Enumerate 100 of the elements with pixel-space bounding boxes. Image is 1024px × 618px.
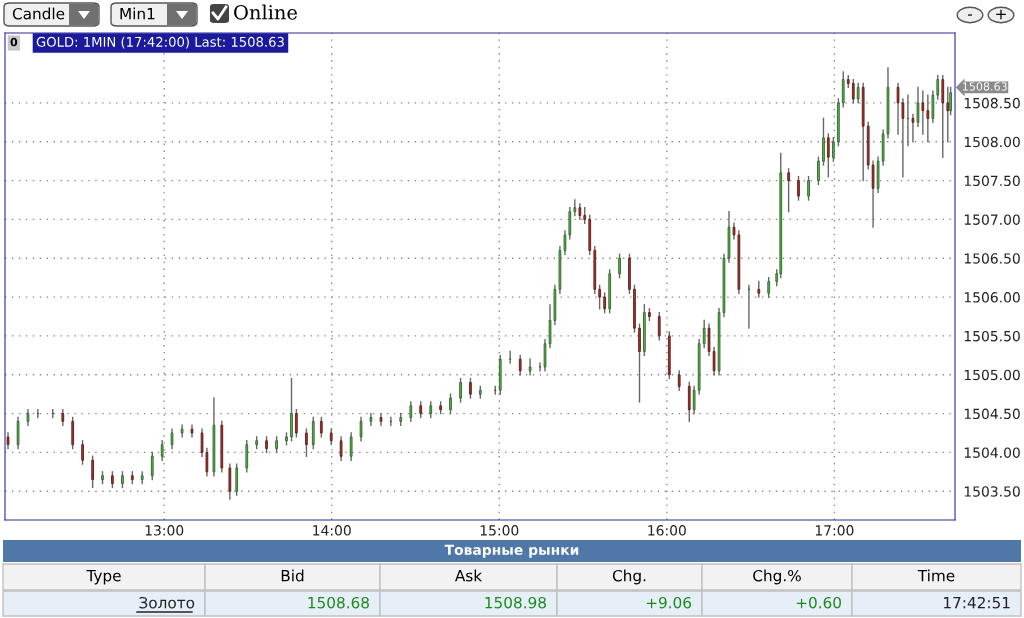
candlestick — [319, 416, 323, 438]
candlestick — [359, 416, 363, 442]
candlestick — [111, 471, 114, 489]
y-tick-label: 1508.00 — [964, 136, 1020, 148]
candlestick — [235, 463, 239, 496]
candlestick — [946, 86, 950, 143]
candlestick — [71, 416, 75, 450]
y-tick-label: 1505.00 — [964, 369, 1020, 381]
candlestick — [121, 471, 124, 489]
x-tick-label: 17:00 — [815, 525, 854, 536]
chart-title: GOLD: 1MIN (17:42:00) Last: 1508.63 — [36, 36, 284, 49]
candlestick — [255, 436, 258, 450]
candlestick — [826, 133, 830, 178]
text: Candle — [12, 7, 65, 20]
candlestick — [926, 94, 930, 143]
text: Золото — [139, 596, 195, 609]
candlestick — [787, 168, 790, 213]
text: Time — [917, 569, 955, 582]
candlestick — [807, 175, 810, 201]
candlestick — [841, 71, 845, 108]
candlestick — [369, 412, 373, 426]
candlestick — [295, 409, 298, 438]
candlestick — [459, 377, 462, 403]
candlestick — [851, 78, 855, 104]
candlestick — [941, 75, 945, 158]
x-tick-label: 16:00 — [648, 525, 686, 536]
candlestick — [667, 331, 671, 380]
candlestick — [518, 354, 522, 376]
text: Chg. — [612, 569, 646, 585]
candlestick — [692, 385, 696, 415]
candlestick — [439, 401, 442, 415]
text: + — [996, 9, 1006, 20]
candlestick — [379, 412, 383, 426]
text: Min1 — [120, 7, 155, 20]
candlestick — [16, 416, 20, 450]
x-tick-label: 15:00 — [480, 525, 519, 536]
text: 1508.68 — [308, 596, 369, 609]
candlestick — [633, 284, 636, 333]
text: Online — [234, 4, 297, 20]
y-tick-label: 1504.50 — [964, 408, 1020, 420]
candlestick — [131, 471, 134, 485]
x-tick-label: 13:00 — [145, 525, 184, 536]
candlestick — [101, 471, 104, 485]
candlestick — [822, 117, 825, 166]
candlestick — [618, 253, 621, 279]
y-tick-label: 1507.00 — [964, 214, 1020, 225]
candlestick — [797, 175, 800, 201]
candlestick — [638, 323, 641, 403]
y-tick-label: 1504.00 — [964, 447, 1020, 458]
candlestick — [150, 451, 154, 481]
text: 17:42:51 — [944, 596, 1010, 609]
candlestick — [311, 416, 315, 450]
text: +9.06 — [646, 596, 692, 609]
candlestick — [478, 385, 482, 399]
text: Ask — [454, 569, 483, 582]
candlestick — [837, 98, 840, 147]
candlestick — [598, 284, 601, 310]
candlestick — [91, 455, 94, 489]
candlestick — [687, 381, 691, 423]
candlestick — [832, 137, 835, 162]
y-tick-label: 1508.50 — [964, 97, 1020, 109]
candlestick — [856, 82, 860, 104]
candlestick — [275, 436, 278, 454]
candlestick — [677, 370, 681, 391]
candlestick — [285, 432, 288, 446]
y-tick-label: 1507.50 — [964, 175, 1020, 187]
candlestick — [648, 308, 651, 322]
text: Bid — [281, 569, 304, 582]
y-tick-label: 1505.50 — [964, 330, 1020, 342]
text: Chg.% — [753, 569, 801, 585]
candlestick — [573, 199, 577, 217]
candlestick — [265, 436, 268, 454]
candlestick — [657, 311, 661, 341]
text: - — [967, 14, 973, 16]
candlestick — [469, 377, 472, 399]
candlestick — [228, 463, 232, 500]
candlestick — [538, 362, 542, 372]
candlestick — [449, 393, 452, 415]
candlestick — [767, 276, 771, 298]
candlestick — [349, 432, 353, 461]
text: +0.60 — [796, 596, 841, 609]
annotation: 0 — [10, 37, 18, 47]
candlestick — [528, 358, 532, 376]
candlestick — [290, 377, 293, 442]
text: Type — [86, 570, 121, 585]
candlestick — [921, 90, 925, 135]
text: 1508.98 — [485, 596, 546, 609]
annotation: 1508.63 — [962, 82, 1007, 91]
y-tick-label: 1506.50 — [964, 253, 1020, 264]
candlestick — [245, 440, 249, 473]
candlestick — [170, 428, 174, 450]
y-tick-label: 1506.00 — [964, 292, 1020, 303]
x-tick-label: 14:00 — [313, 525, 351, 536]
candlestick — [409, 401, 413, 423]
candlestick — [628, 253, 631, 294]
candlestick — [817, 156, 820, 186]
candlestick — [603, 292, 606, 314]
y-tick-label: 1503.50 — [964, 486, 1020, 497]
candlestick — [931, 90, 935, 124]
candlestick — [160, 440, 164, 461]
